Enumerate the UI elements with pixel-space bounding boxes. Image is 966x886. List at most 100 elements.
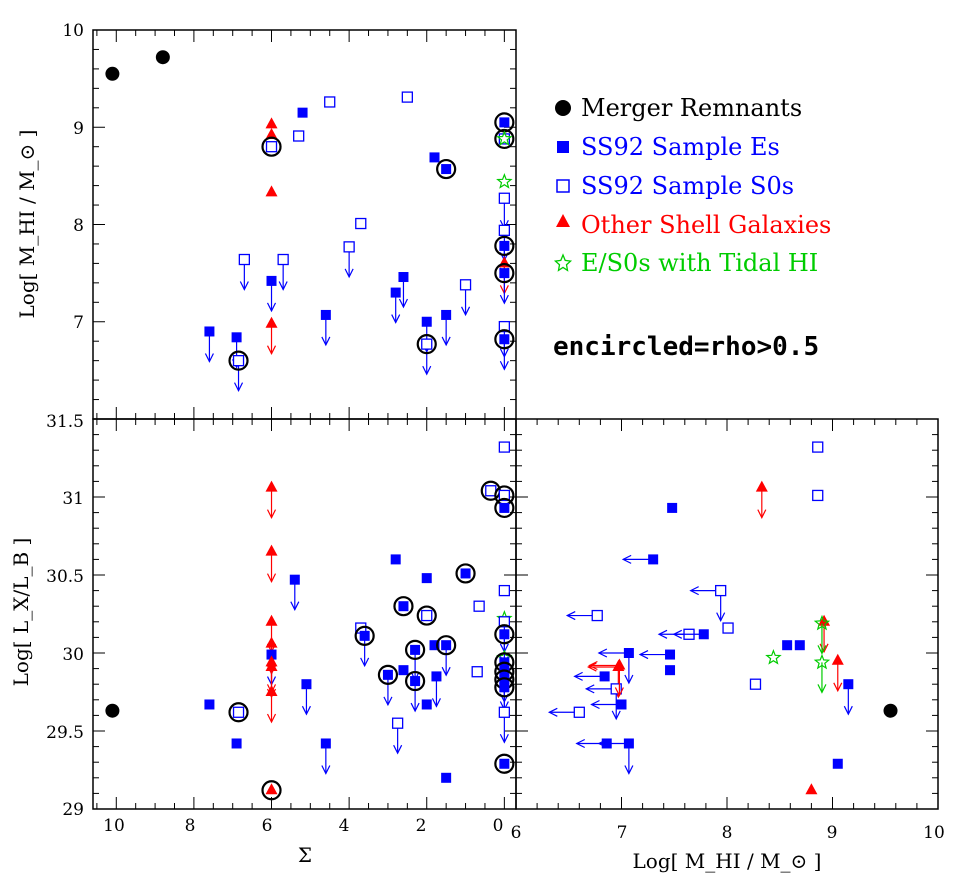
data-point-shell (265, 685, 278, 724)
es-marker (398, 665, 409, 676)
tidal-marker (813, 653, 831, 670)
axis-ticks (93, 29, 939, 810)
bl-x-axis-title: Σ (298, 843, 312, 867)
data-point-s0 (722, 622, 734, 634)
encircle-marker (494, 677, 515, 698)
data-point-shell (261, 780, 282, 801)
es-marker (301, 679, 312, 690)
shell-marker (265, 685, 278, 696)
legend-s0-label: SS92 Sample S0s (581, 172, 794, 200)
data-point-es (621, 554, 659, 565)
es-marker (231, 332, 242, 343)
data-point-es (597, 648, 634, 685)
upper-limit-arrowhead (597, 738, 608, 749)
s0-marker (473, 600, 485, 612)
data-point-es (204, 699, 215, 710)
data-point-shell (265, 544, 278, 583)
data-point-es (429, 152, 440, 163)
upper-limit-arrowhead (657, 629, 668, 639)
data-point-s0 (498, 584, 511, 597)
upper-limit-arrowhead (817, 645, 827, 655)
s0-marker (498, 224, 511, 236)
data-point-es (794, 640, 805, 651)
upper-limit-arrowhead (290, 601, 300, 612)
legend-tidal-label: E/S0s with Tidal HI (581, 249, 818, 277)
data-point-es (301, 679, 312, 716)
bl-y-tick-label: 29 (62, 800, 84, 820)
data-point-s0 (261, 136, 282, 157)
upper-limit-arrowhead (410, 702, 420, 713)
br-x-tick-label: 9 (827, 823, 838, 843)
shell-marker (265, 117, 278, 129)
es-marker (320, 738, 331, 749)
es-marker (499, 240, 510, 251)
upper-limit-arrowhead (624, 765, 634, 775)
upper-limit-arrowhead (233, 382, 244, 392)
es-marker (410, 676, 421, 687)
es-marker (390, 287, 401, 298)
es-marker (665, 649, 676, 660)
panel-bottom-right-frame (515, 418, 939, 810)
s0-marker (498, 320, 511, 333)
data-point-shell (265, 117, 278, 129)
encircle-marker (436, 635, 457, 656)
shell-marker (265, 636, 278, 648)
data-point-es (665, 665, 676, 676)
es-marker (289, 574, 300, 585)
data-point-es (390, 287, 401, 324)
data-point-es (672, 629, 709, 640)
es-marker (499, 682, 510, 693)
s0-marker (498, 489, 511, 502)
upper-limit-arrowhead (586, 662, 597, 672)
data-point-shell (831, 653, 844, 693)
legend-es-marker (557, 141, 569, 153)
es-marker (599, 671, 610, 682)
s0-marker (485, 485, 497, 497)
es-marker (359, 630, 370, 641)
data-point-es (436, 635, 457, 677)
data-point-shell (755, 480, 768, 519)
upper-limit-arrowhead (239, 281, 249, 291)
data-point-s0 (343, 241, 355, 279)
es-marker (616, 699, 627, 710)
upper-limit-arrowhead (321, 765, 331, 775)
es-marker (499, 666, 510, 677)
s0-marker (498, 616, 511, 628)
upper-limit-arrowhead (398, 298, 408, 309)
s0-marker (459, 279, 472, 291)
tl-y-tick-label: 7 (73, 313, 84, 333)
data-point-es (377, 664, 399, 707)
data-point-es (590, 699, 627, 710)
data-point-tidal (496, 130, 513, 146)
es-marker (782, 640, 793, 651)
upper-limit-arrowhead (301, 705, 311, 716)
es-marker (648, 554, 659, 565)
tidal-marker (496, 173, 513, 189)
es-marker (499, 334, 510, 345)
bl-x-tick-label: 2 (416, 816, 427, 836)
es-marker (460, 568, 471, 579)
upper-limit-arrowhead (344, 268, 354, 279)
data-point-tidal (765, 649, 782, 665)
s0-marker (391, 717, 404, 729)
upper-limit-arrowhead (672, 629, 683, 639)
encircle-marker (405, 639, 426, 660)
upper-limit-arrowhead (266, 509, 277, 519)
es-marker (410, 644, 421, 655)
merger-marker (105, 66, 120, 81)
es-marker (398, 272, 409, 283)
es-marker (623, 738, 634, 749)
upper-limit-arrowhead (584, 684, 595, 694)
es-marker (266, 649, 277, 660)
data-point-s0 (494, 128, 515, 150)
upper-limit-arrowhead (441, 666, 451, 677)
es-marker (441, 309, 452, 320)
panel-bottom-left-frame (92, 418, 517, 810)
data-point-s0 (498, 441, 511, 453)
data-point-s0 (416, 605, 437, 626)
es-marker (231, 738, 242, 749)
data-point-tidal (813, 614, 831, 655)
s0-marker (715, 584, 727, 597)
es-marker (297, 107, 308, 118)
data-point-es (597, 738, 634, 775)
